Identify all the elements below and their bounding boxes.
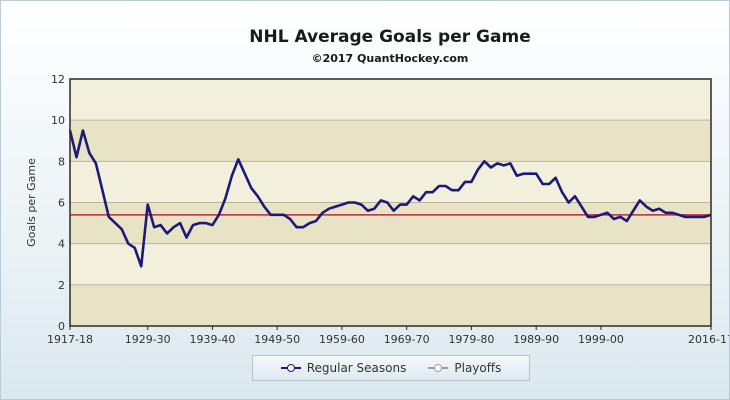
plot-background <box>70 79 711 326</box>
legend-item-regular-seasons[interactable]: Regular Seasons <box>280 361 407 375</box>
legend-label-regular-seasons: Regular Seasons <box>306 361 407 375</box>
x-tick-label: 1979-80 <box>448 333 494 346</box>
plot-band <box>70 202 711 244</box>
legend-swatch-playoffs <box>428 363 449 373</box>
plot-band <box>70 284 711 326</box>
x-tick-label: 1949-50 <box>254 333 300 346</box>
x-tick-label: 1969-70 <box>384 333 430 346</box>
y-axis-ticks: 0 2 4 6 8 10 12 <box>51 73 65 333</box>
series-group <box>68 129 712 268</box>
x-tick-label: 1999-00 <box>578 333 624 346</box>
series-line-regular-seasons <box>68 129 712 268</box>
plot-frame <box>69 78 712 327</box>
chart-title: NHL Average Goals per Game <box>249 27 530 47</box>
y-tick-label: 0 <box>58 320 65 333</box>
y-axis-label: Goals per Game <box>25 158 38 247</box>
x-axis-ticks: 1917-18 1929-30 1939-40 1949-50 1959-60 1969-… <box>47 326 729 346</box>
y-tick-label: 4 <box>58 238 65 251</box>
legend-swatch-regular-seasons <box>280 363 301 373</box>
y-tick-label: 8 <box>58 155 65 168</box>
x-tick-label: 1939-40 <box>189 333 235 346</box>
plot-band <box>70 243 711 285</box>
y-tick-label: 12 <box>51 73 65 86</box>
plot-band <box>70 120 711 162</box>
y-tick-label: 2 <box>58 279 65 292</box>
x-tick-label: 2016-17 <box>688 333 729 346</box>
chart-subtitle: ©2017 QuantHockey.com <box>312 52 469 65</box>
x-tick-label: 1929-30 <box>125 333 171 346</box>
plot-band <box>70 79 711 121</box>
legend-label-playoffs: Playoffs <box>454 361 502 375</box>
y-tick-label: 6 <box>58 197 65 210</box>
x-tick-label: 1917-18 <box>47 333 93 346</box>
legend: Regular Seasons Playoffs <box>252 355 530 381</box>
plot-band <box>70 161 711 203</box>
y-tick-label: 10 <box>51 114 65 127</box>
x-tick-label: 1989-90 <box>513 333 559 346</box>
legend-item-playoffs[interactable]: Playoffs <box>428 361 501 375</box>
x-tick-label: 1959-60 <box>319 333 365 346</box>
